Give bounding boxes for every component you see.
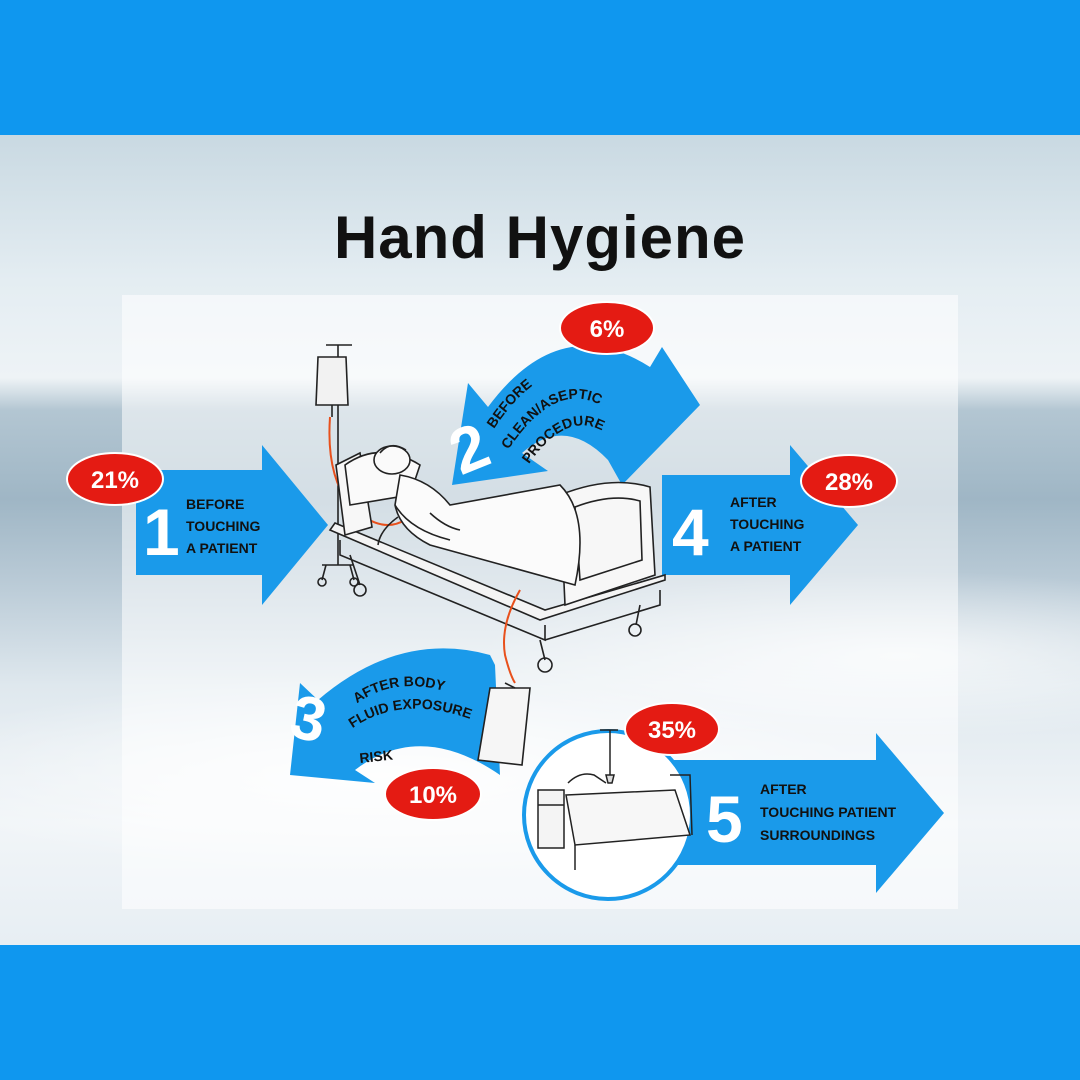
slide-title: Hand Hygiene — [333, 204, 747, 271]
moment-5-percent: 35% — [648, 717, 696, 744]
moment-3-badge: 10% — [384, 767, 482, 821]
moment-4-percent: 28% — [825, 469, 873, 496]
moment-3-arrow: 3 AFTER BODY FLUID EXPOSURE RISK — [284, 648, 500, 783]
moment-4-number: 4 — [672, 495, 709, 569]
moment-1-badge: 21% — [66, 452, 164, 506]
moment-5-number: 5 — [706, 782, 743, 856]
moment-2-badge: 6% — [559, 301, 655, 355]
moment-5-line-1: AFTER — [760, 781, 807, 797]
moment-4-badge: 28% — [800, 454, 898, 508]
moment-5-line-3: SURROUNDINGS — [760, 827, 875, 843]
moment-1-line-2: TOUCHING — [186, 518, 261, 534]
moment-1-arrow: 1 BEFORE TOUCHING A PATIENT — [136, 445, 328, 605]
moment-2-percent: 6% — [590, 316, 625, 343]
moment-3-percent: 10% — [409, 782, 457, 809]
moment-1-line-1: BEFORE — [186, 496, 244, 512]
surroundings-circle — [522, 729, 694, 901]
moment-2-arrow: 2 BEFORE CLEAN/ASEPTIC PROCEDURE — [439, 345, 700, 489]
moment-1-number: 1 — [143, 495, 180, 569]
moment-1-line-3: A PATIENT — [186, 540, 258, 556]
hand-hygiene-diagram: 1 BEFORE TOUCHING A PATIENT 21% 2 BEFORE… — [66, 301, 944, 901]
moment-1-percent: 21% — [91, 467, 139, 494]
patient-bed-illustration — [315, 344, 666, 766]
moment-5-arrow: 5 AFTER TOUCHING PATIENT SURROUNDINGS — [640, 733, 944, 893]
moment-5-line-2: TOUCHING PATIENT — [760, 804, 897, 820]
moment-4-line-2: TOUCHING — [730, 516, 805, 532]
moment-4-line-3: A PATIENT — [730, 538, 802, 554]
moment-3-line-3: RISK — [359, 747, 394, 766]
moment-5-badge: 35% — [624, 702, 720, 756]
moment-4-line-1: AFTER — [730, 494, 777, 510]
